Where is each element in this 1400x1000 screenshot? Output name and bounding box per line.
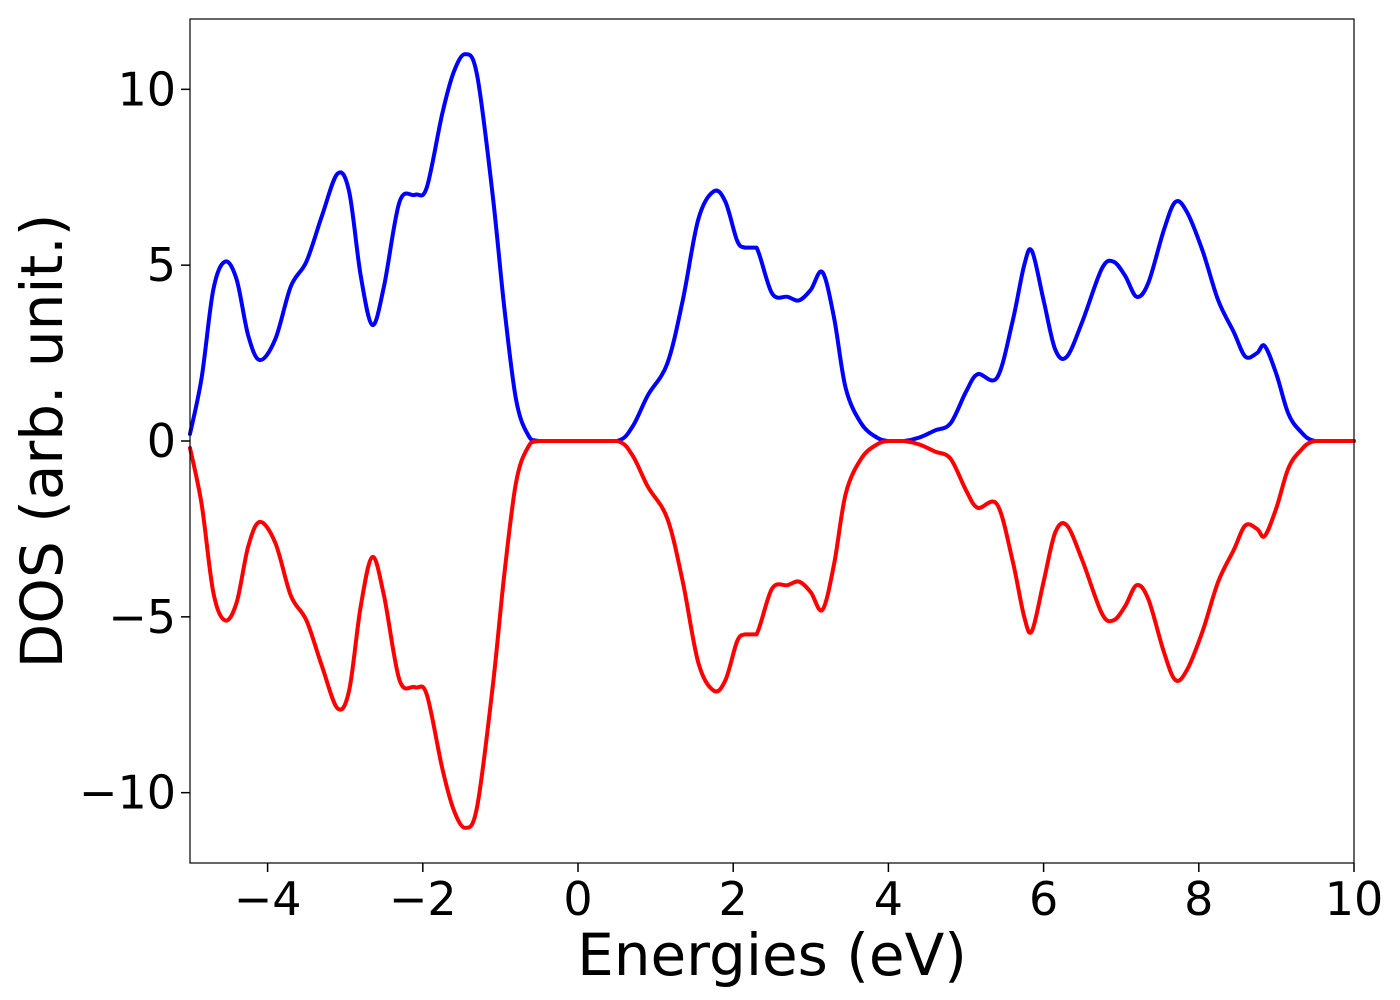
y-axis-ticks: −10 −5 0 5 10 [79,62,190,820]
x-axis-ticks: −4 −2 0 2 4 6 8 10 [234,863,1384,926]
x-tick-label: 8 [1184,872,1213,926]
plot-frame [189,18,1355,864]
y-tick-label: −10 [79,766,176,820]
x-axis-label: Energies (eV) [577,921,967,989]
x-tick-label: 0 [563,872,592,926]
x-tick-label: −4 [234,872,302,926]
y-axis-label: DOS (arb. unit.) [8,214,76,669]
y-tick-label: −5 [108,590,176,644]
x-tick-label: 2 [719,872,748,926]
x-tick-label: 10 [1325,872,1384,926]
x-tick-label: 6 [1029,872,1058,926]
x-tick-label: 4 [874,872,903,926]
series-line-negative [188,439,1356,830]
x-tick-label: −2 [389,872,457,926]
y-tick-label: 5 [147,238,176,292]
series-line-positive [188,52,1356,443]
y-tick-label: 0 [147,414,176,468]
series-layer [188,52,1356,830]
y-tick-label: 10 [117,62,176,116]
